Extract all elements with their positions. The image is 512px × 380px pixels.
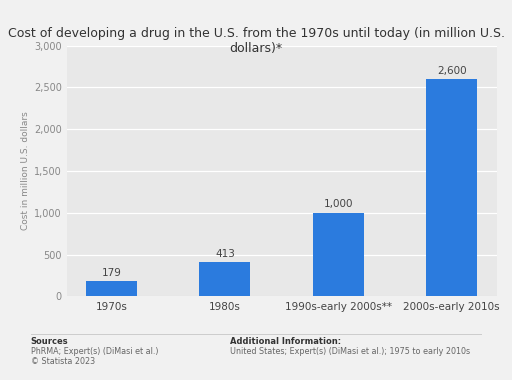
- Bar: [313, 213, 364, 296]
- Bar: [86, 282, 137, 296]
- Text: Sources: Sources: [31, 337, 68, 346]
- Text: United States; Expert(s) (DiMasi et al.); 1975 to early 2010s: United States; Expert(s) (DiMasi et al.)…: [230, 347, 471, 356]
- Text: 2,600: 2,600: [437, 66, 466, 76]
- Text: 1,000: 1,000: [324, 200, 353, 209]
- Bar: [426, 79, 477, 296]
- Bar: [200, 262, 250, 296]
- Text: © Statista 2023: © Statista 2023: [31, 357, 95, 366]
- Text: PhRMA; Expert(s) (DiMasi et al.): PhRMA; Expert(s) (DiMasi et al.): [31, 347, 158, 356]
- Text: Cost of developing a drug in the U.S. from the 1970s until today (in million U.S: Cost of developing a drug in the U.S. fr…: [8, 27, 504, 55]
- Text: 413: 413: [215, 249, 235, 258]
- Text: Additional Information:: Additional Information:: [230, 337, 342, 346]
- Text: 179: 179: [102, 268, 121, 278]
- Y-axis label: Cost in million U.S. dollars: Cost in million U.S. dollars: [20, 112, 30, 230]
